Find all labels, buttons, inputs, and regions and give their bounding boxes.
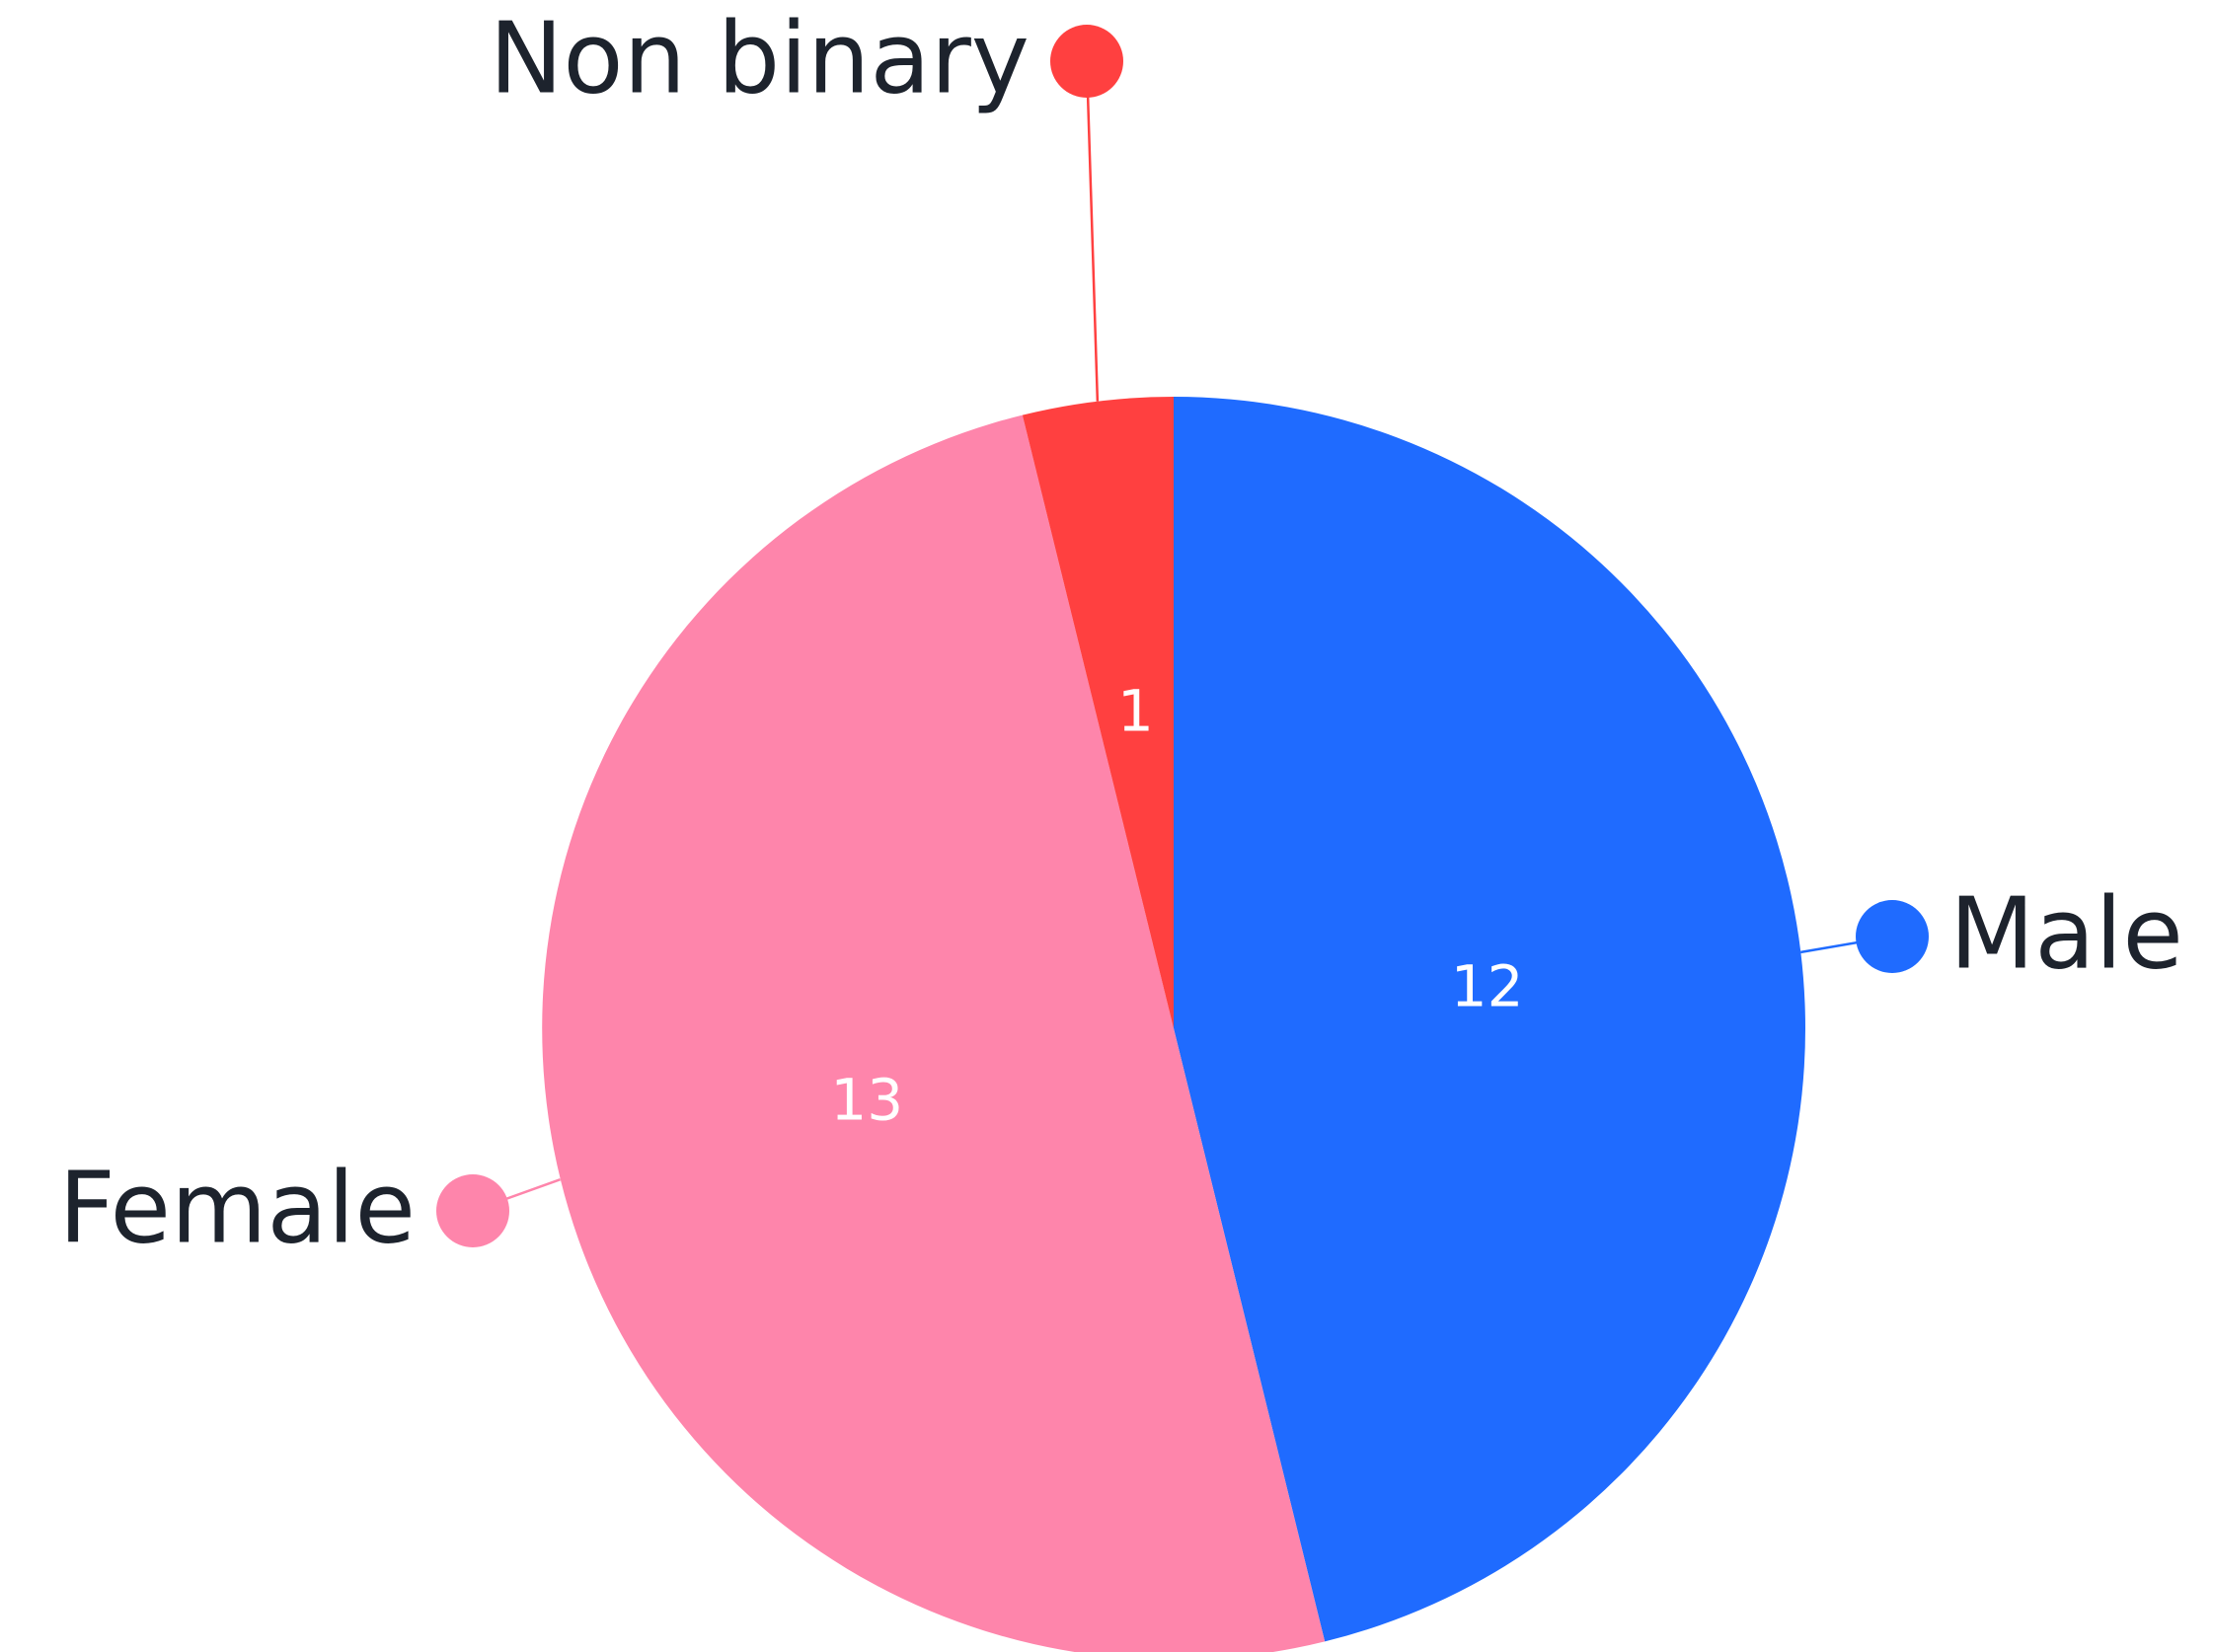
legend-dot bbox=[436, 1174, 509, 1247]
value-label: 13 bbox=[830, 1067, 903, 1134]
category-label: Male bbox=[1949, 875, 2183, 991]
legend-dot bbox=[1856, 900, 1929, 973]
pie-slice bbox=[542, 414, 1326, 1652]
pie-slice bbox=[1022, 397, 1174, 1028]
legend-dot bbox=[1050, 25, 1123, 98]
leader-line bbox=[1085, 60, 1100, 402]
value-label: 1 bbox=[1117, 677, 1154, 744]
category-label: Non binary bbox=[490, 0, 1030, 115]
category-label: Female bbox=[58, 1150, 416, 1265]
pie-slice bbox=[1174, 397, 1805, 1642]
value-label: 12 bbox=[1451, 953, 1524, 1020]
